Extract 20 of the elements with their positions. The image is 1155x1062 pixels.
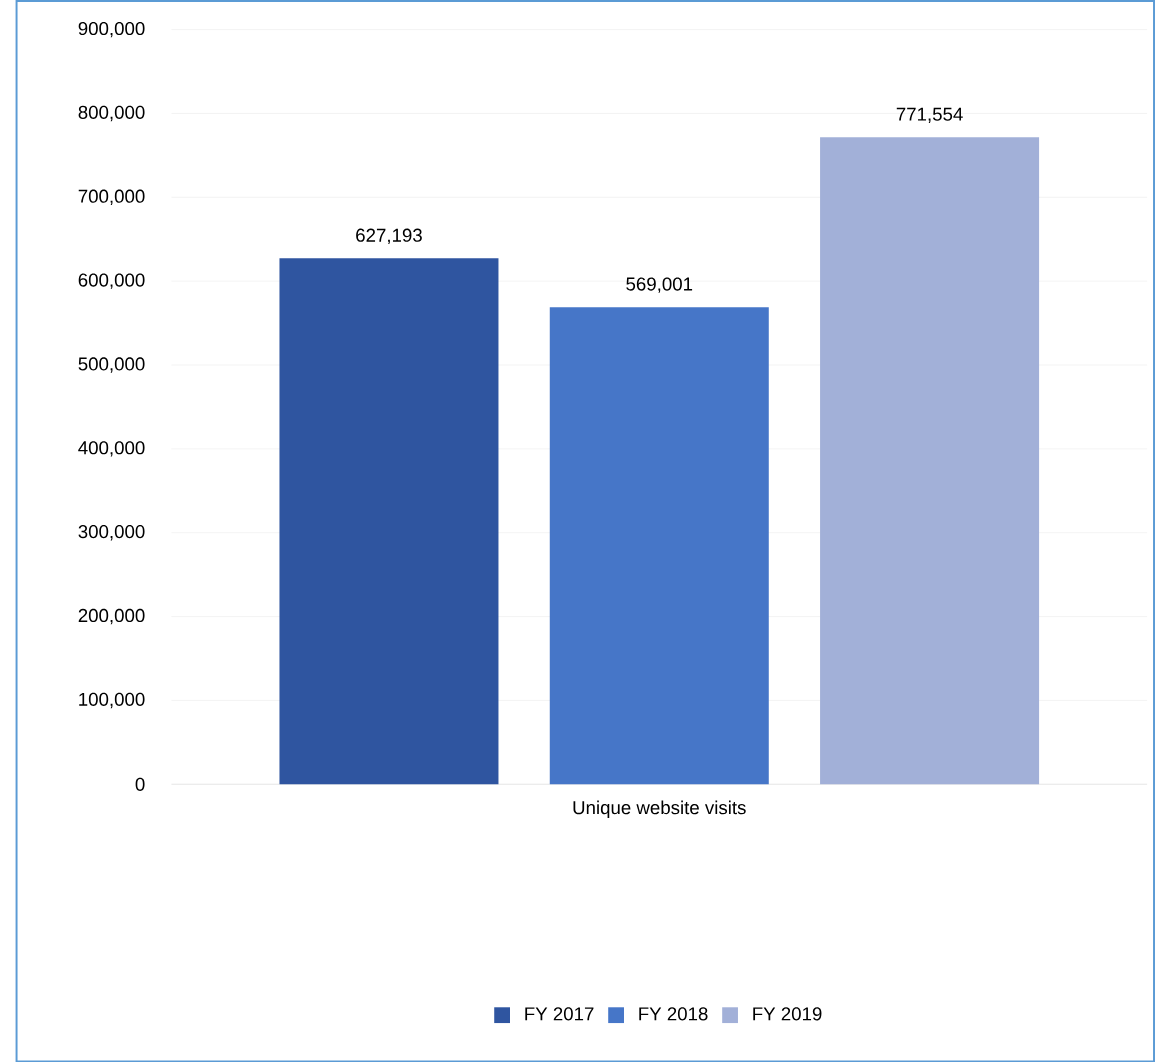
y-tick-label: 500,000 [78, 357, 145, 373]
bar [279, 258, 499, 785]
y-tick-label: 300,000 [78, 524, 145, 541]
y-tick-label: 400,000 [78, 440, 145, 457]
bar [820, 137, 1040, 785]
legend-label: FY 2017 [525, 1007, 594, 1021]
y-tick-label: 900,000 [78, 21, 145, 38]
legend-label: FY 2018 [639, 1007, 708, 1021]
y-tick-label: 800,000 [78, 105, 145, 121]
y-tick-label: 600,000 [78, 273, 145, 289]
y-tick-label: 200,000 [78, 608, 145, 625]
x-tick-label: Unique website visits [573, 800, 746, 818]
legend-label: FY 2019 [753, 1007, 822, 1021]
data-label: 569,001 [626, 277, 693, 293]
data-label: 627,193 [356, 228, 422, 244]
bar [549, 306, 769, 785]
y-tick-label: 100,000 [79, 692, 145, 708]
data-label: 771,554 [896, 107, 963, 123]
y-tick-label: 700,000 [78, 189, 145, 205]
y-tick-label: 0 [135, 777, 145, 791]
